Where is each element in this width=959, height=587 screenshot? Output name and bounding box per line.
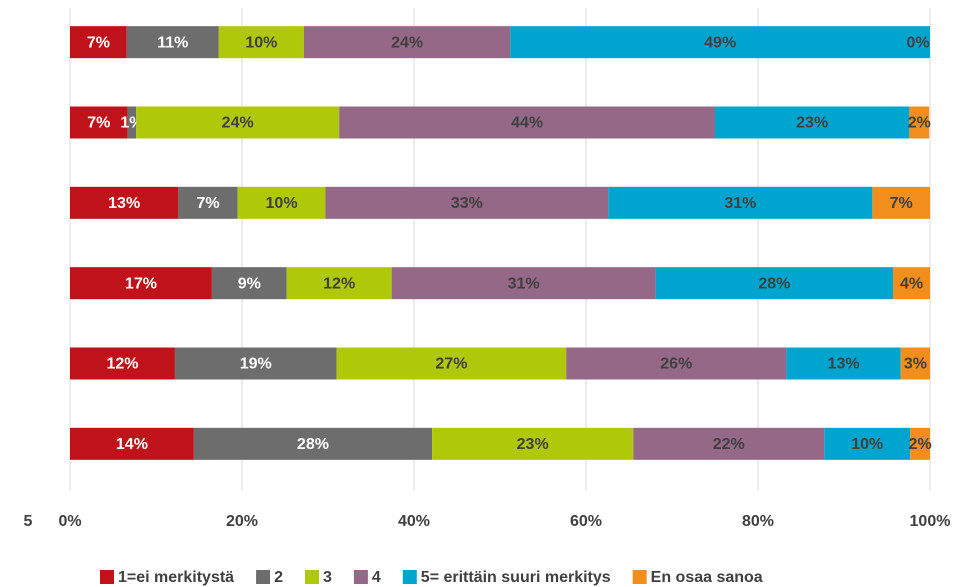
data-label: 9% <box>238 275 261 292</box>
bar-segment <box>900 347 930 380</box>
data-label: 23% <box>796 115 828 132</box>
data-label: 11% <box>157 34 188 51</box>
data-label: 28% <box>758 275 790 292</box>
data-label: 22% <box>713 436 745 453</box>
legend-label: 1=ei merkitystä <box>118 569 234 586</box>
legend-swatch <box>304 570 319 584</box>
data-label: 28% <box>297 436 329 453</box>
bar-segment <box>126 26 219 59</box>
data-label: 10% <box>266 195 298 212</box>
bar-segment <box>432 427 634 460</box>
data-label: 24% <box>222 115 254 132</box>
data-label: 3% <box>904 356 927 373</box>
bar-segment <box>174 347 337 380</box>
legend-swatch <box>632 570 647 584</box>
x-tick-label: 0% <box>58 513 81 530</box>
bar-segment <box>339 106 715 139</box>
x-tick-label: 80% <box>742 513 774 530</box>
bar-segment <box>893 267 930 300</box>
data-label: 14% <box>116 436 148 453</box>
x-tick-label: 40% <box>398 513 430 530</box>
legend-swatch <box>353 570 368 584</box>
legend-swatch <box>256 570 271 584</box>
data-label: 23% <box>517 436 549 453</box>
data-label: 17% <box>125 275 157 292</box>
legend-label: 4 <box>372 569 381 586</box>
x-tick-label: 20% <box>226 513 258 530</box>
data-label: 44% <box>511 115 543 132</box>
bar-segment <box>70 106 128 139</box>
data-label: 0% <box>906 34 929 51</box>
bar-segment <box>211 267 287 300</box>
bar-segment <box>237 186 326 219</box>
bar-segment <box>391 267 656 300</box>
annotation: 5 <box>24 513 33 530</box>
bar-segment <box>910 427 930 460</box>
legend-label: En osaa sanoa <box>651 569 763 586</box>
bar-segment <box>824 427 911 460</box>
bar-segment <box>178 186 238 219</box>
legend-label: 3 <box>323 569 332 586</box>
bar-segment <box>510 26 930 59</box>
bar-segment <box>70 427 194 460</box>
data-label: 33% <box>451 195 483 212</box>
bar-segment <box>566 347 787 380</box>
bar-segment <box>218 26 304 59</box>
data-label: 2% <box>909 436 932 453</box>
legend-swatch <box>402 570 417 584</box>
legend-label: 2 <box>274 569 283 586</box>
bar-segment <box>70 347 175 380</box>
legend-label: 5= erittäin suuri merkitys <box>421 569 611 586</box>
data-label: 13% <box>108 195 140 212</box>
bar-segment <box>715 106 910 139</box>
data-label: 19% <box>240 356 272 373</box>
data-label: 4% <box>900 275 923 292</box>
bar-segment <box>325 186 609 219</box>
data-label: 10% <box>245 34 277 51</box>
data-label: 49% <box>704 34 736 51</box>
bar-segment <box>193 427 433 460</box>
x-tick-label: 60% <box>570 513 602 530</box>
data-label: 26% <box>660 356 692 373</box>
bar-segment <box>70 26 127 59</box>
data-label: 10% <box>851 436 883 453</box>
data-label: 2% <box>908 115 931 132</box>
data-label: 7% <box>890 195 913 212</box>
data-label: 31% <box>508 275 540 292</box>
bar-segment <box>286 267 392 300</box>
bar-segment <box>872 186 930 219</box>
bar-segment <box>608 186 873 219</box>
bar-segment <box>70 267 212 300</box>
bar-segment <box>336 347 567 380</box>
bar-segment <box>655 267 894 300</box>
bar-segment <box>136 106 340 139</box>
bar-segment <box>633 427 825 460</box>
bar-segment <box>70 186 179 219</box>
bar-segment <box>127 106 137 139</box>
bar-segment <box>909 106 930 139</box>
data-label: 7% <box>196 195 219 212</box>
bar-segment <box>786 347 901 380</box>
data-label: 24% <box>391 34 423 51</box>
data-label: 7% <box>87 34 110 51</box>
data-label: 7% <box>87 115 110 132</box>
legend-swatch <box>100 570 114 584</box>
data-label: 13% <box>828 356 860 373</box>
x-tick-label: 100% <box>910 513 951 530</box>
data-label: 12% <box>106 356 138 373</box>
bar-segment <box>303 26 511 59</box>
data-label: 12% <box>323 275 355 292</box>
data-label: 31% <box>724 195 756 212</box>
data-label: 27% <box>435 356 467 373</box>
